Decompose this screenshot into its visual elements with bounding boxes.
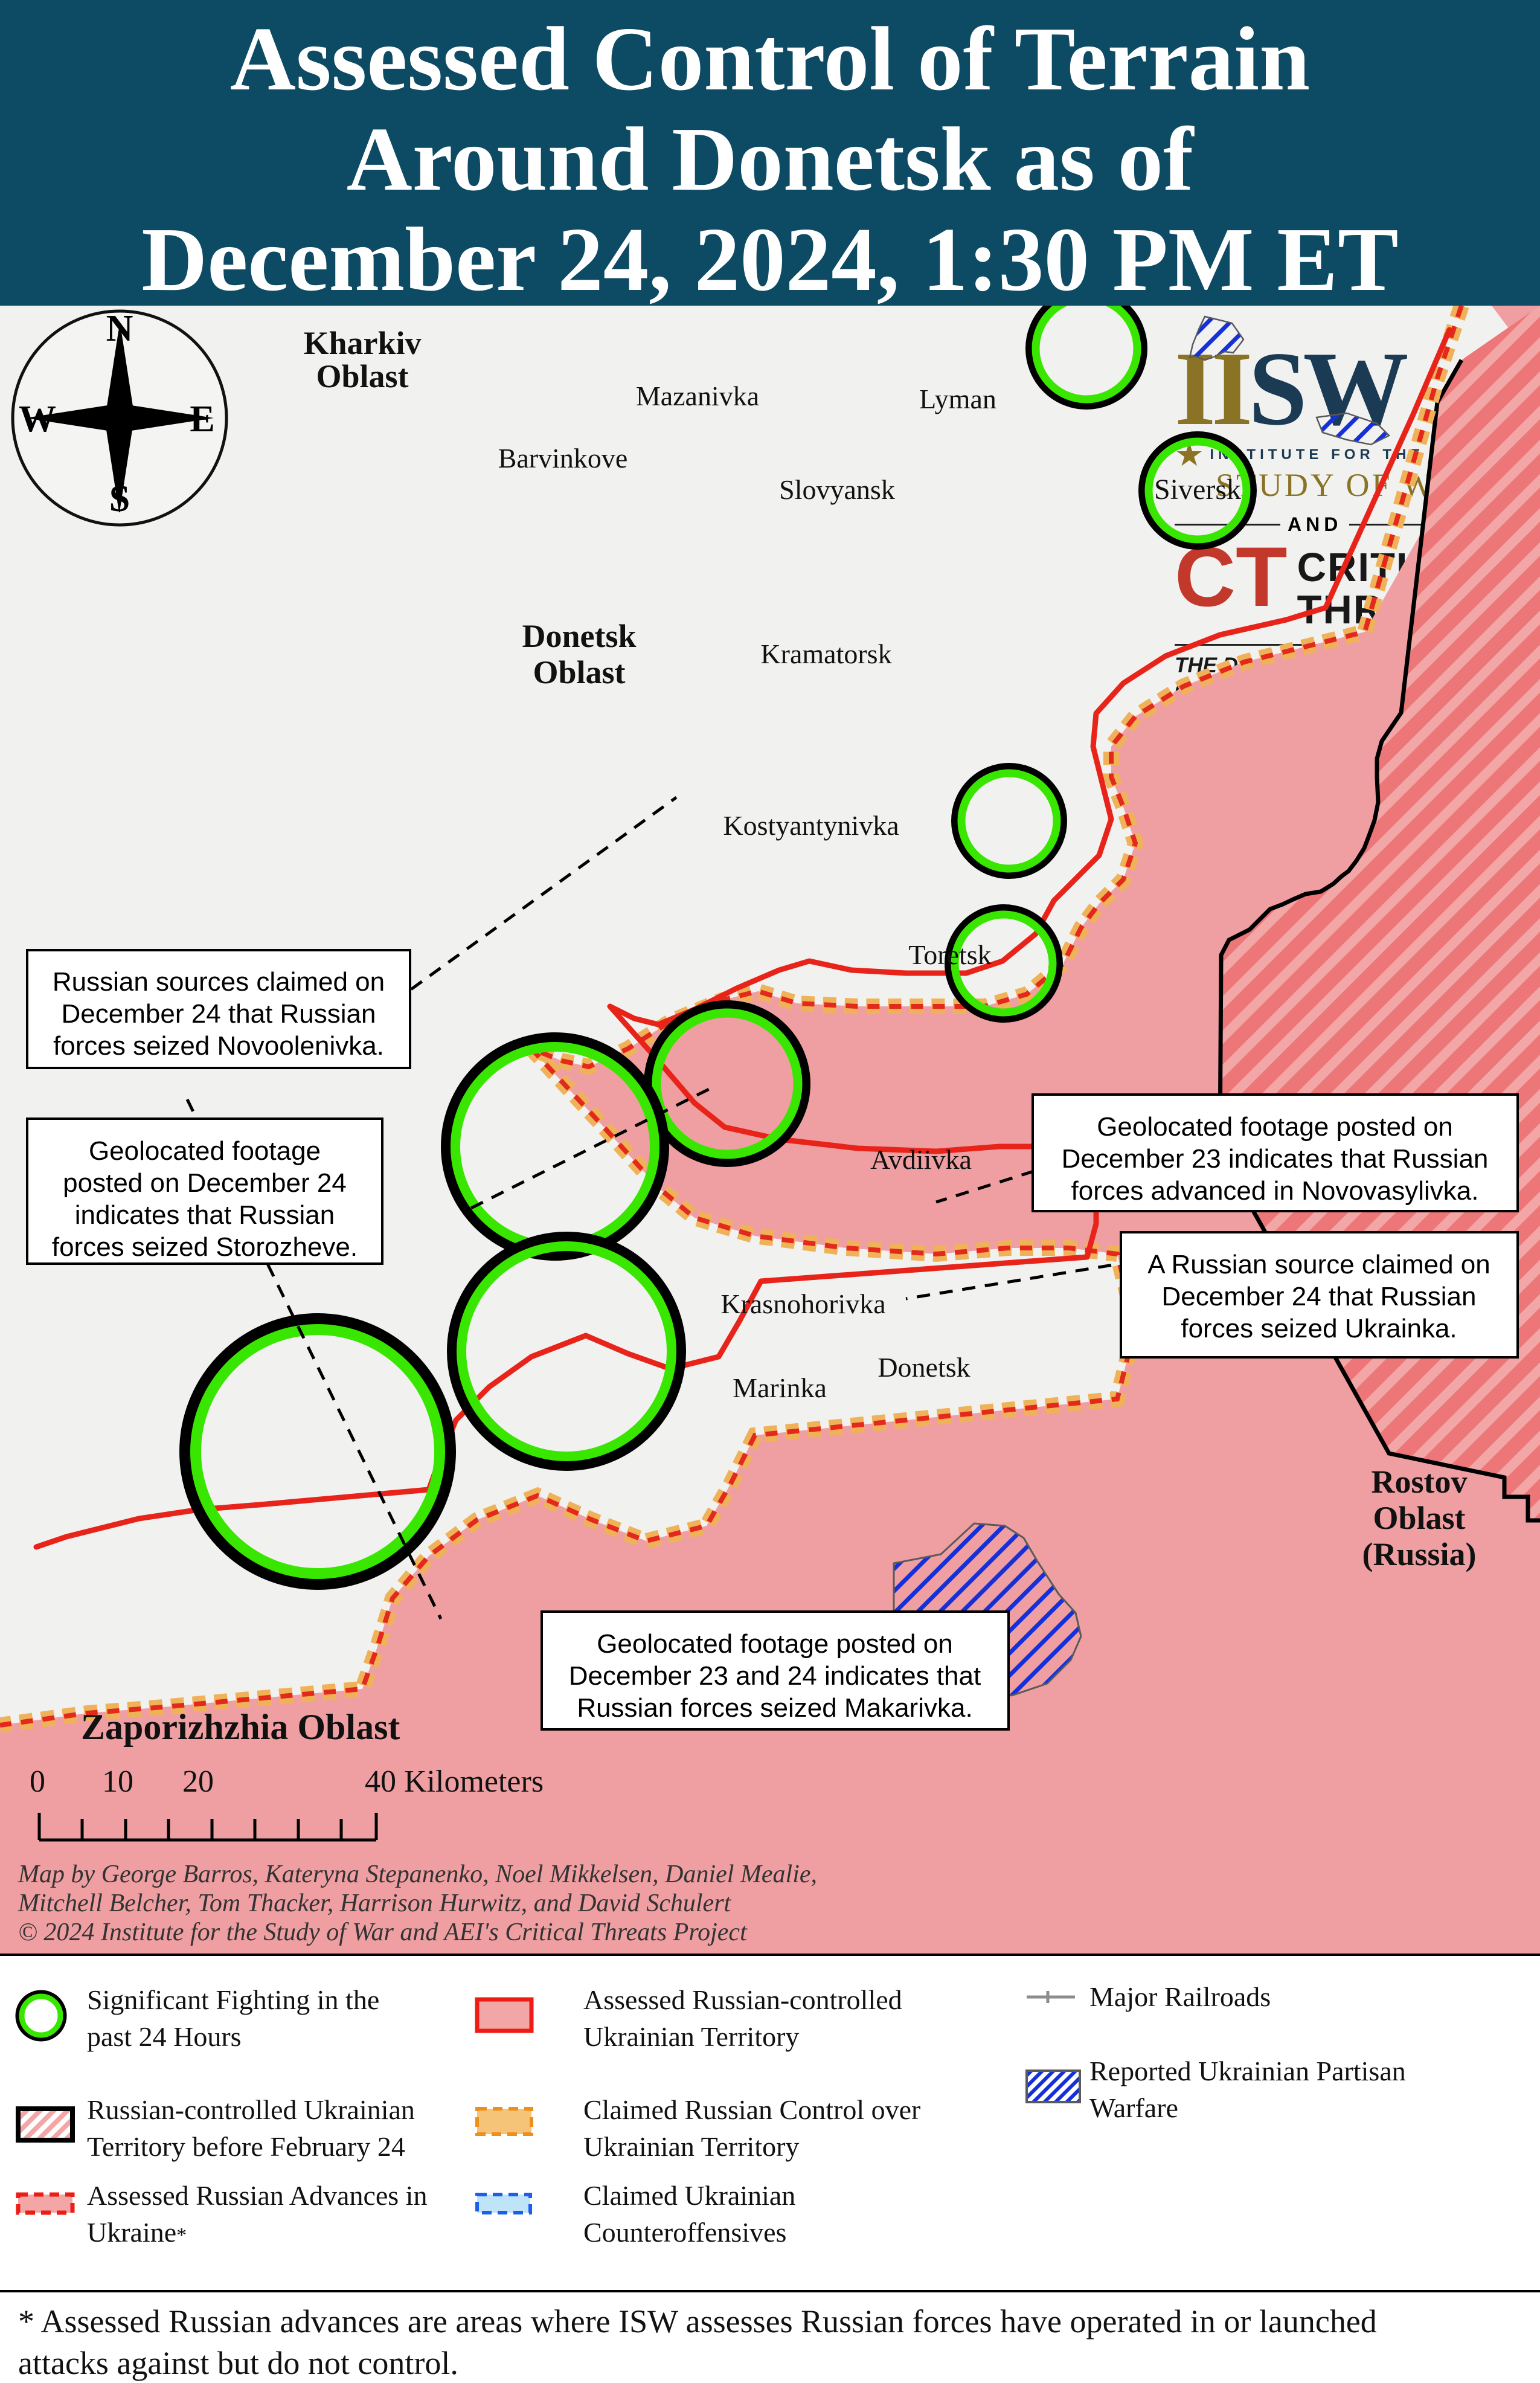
svg-text:Claimed Russian Control over: Claimed Russian Control over [583,2094,920,2125]
svg-text:December 23 and 24 indicates t: December 23 and 24 indicates that [569,1661,981,1691]
svg-text:indicates that Russian: indicates that Russian [75,1200,335,1230]
svg-text:40 Kilometers: 40 Kilometers [365,1764,544,1799]
svg-text:Warfare: Warfare [1089,2092,1178,2123]
svg-text:Ukrainian Territory: Ukrainian Territory [583,2131,799,2162]
svg-text:20: 20 [182,1764,214,1799]
svg-text:posted on December 24: posted on December 24 [63,1168,347,1198]
svg-text:Donetsk: Donetsk [877,1352,970,1383]
svg-text:forces seized Ukrainka.: forces seized Ukrainka. [1181,1314,1457,1343]
svg-text:Mazanivka: Mazanivka [636,381,759,411]
svg-text:Zaporizhzhia Oblast: Zaporizhzhia Oblast [81,1707,400,1747]
svg-text:Krasnohorivka: Krasnohorivka [720,1288,885,1319]
svg-text:Claimed Ukrainian: Claimed Ukrainian [583,2180,795,2211]
svg-text:N: N [106,308,133,349]
svg-text:Kostyantynivka: Kostyantynivka [723,810,899,841]
svg-text:© 2024 Institute for the Study: © 2024 Institute for the Study of War an… [18,1918,748,1946]
svg-text:forces seized Novoolenivka.: forces seized Novoolenivka. [53,1031,384,1061]
svg-text:E: E [190,399,214,440]
svg-text:December 24 that Russian: December 24 that Russian [62,999,376,1029]
svg-text:Kramatorsk: Kramatorsk [760,638,891,669]
svg-text:10: 10 [102,1764,133,1799]
svg-text:Kharkiv: Kharkiv [303,325,421,361]
svg-text:Significant Fighting in the: Significant Fighting in the [87,1984,379,2015]
svg-text:Rostov: Rostov [1372,1464,1468,1500]
svg-text:Oblast: Oblast [1373,1500,1465,1536]
svg-text:past 24 Hours: past 24 Hours [87,2021,242,2052]
svg-text:Assessed Russian Advances in: Assessed Russian Advances in [87,2180,427,2211]
svg-text:Donetsk: Donetsk [522,618,636,654]
svg-text:Avdiivka: Avdiivka [870,1144,972,1175]
svg-text:Russian forces seized Makarivk: Russian forces seized Makarivka. [577,1693,972,1723]
svg-text:Lyman: Lyman [919,384,996,414]
svg-text:Ukrainian Territory: Ukrainian Territory [583,2021,799,2052]
svg-text:Geolocated footage posted on: Geolocated footage posted on [597,1629,953,1659]
svg-text:Mitchell Belcher, Tom Thacker,: Mitchell Belcher, Tom Thacker, Harrison … [18,1889,732,1917]
svg-text:Ukraine*: Ukraine* [87,2217,187,2248]
svg-text:December 24 that Russian: December 24 that Russian [1162,1282,1477,1311]
svg-text:W: W [19,399,56,440]
svg-text:Geolocated footage posted on: Geolocated footage posted on [1097,1112,1453,1142]
svg-text:Siversk: Siversk [1154,474,1241,506]
svg-text:Territory before February 24: Territory before February 24 [87,2131,405,2162]
svg-text:0: 0 [30,1764,45,1799]
svg-text:Toretsk: Toretsk [908,939,991,970]
svg-text:Assessed Russian-controlled: Assessed Russian-controlled [583,1984,902,2015]
svg-text:Marinka: Marinka [733,1372,827,1403]
svg-text:forces advanced in Novovasyliv: forces advanced in Novovasylivka. [1071,1176,1479,1206]
svg-text:Oblast: Oblast [316,358,408,394]
svg-text:Major Railroads: Major Railroads [1089,1981,1271,2012]
svg-text:December 23 indicates that Rus: December 23 indicates that Russian [1062,1144,1489,1174]
svg-text:Reported Ukrainian Partisan: Reported Ukrainian Partisan [1089,2056,1406,2086]
svg-text:Russian sources claimed on: Russian sources claimed on [53,967,385,997]
svg-text:(Russia): (Russia) [1362,1536,1476,1572]
svg-text:Barvinkove: Barvinkove [498,443,628,474]
svg-text:Counteroffensives: Counteroffensives [583,2217,786,2248]
svg-text:Map by George Barros, Kateryna: Map by George Barros, Kateryna Stepanenk… [18,1860,817,1888]
svg-text:Slovyansk: Slovyansk [779,474,895,505]
svg-text:Oblast: Oblast [533,654,625,690]
svg-text:Geolocated footage: Geolocated footage [89,1136,321,1166]
svg-text:A Russian source claimed on: A Russian source claimed on [1147,1250,1490,1279]
svg-text:Russian-controlled Ukrainian: Russian-controlled Ukrainian [87,2094,415,2125]
svg-text:S: S [109,478,130,519]
svg-text:forces seized Storozheve.: forces seized Storozheve. [52,1232,358,1262]
